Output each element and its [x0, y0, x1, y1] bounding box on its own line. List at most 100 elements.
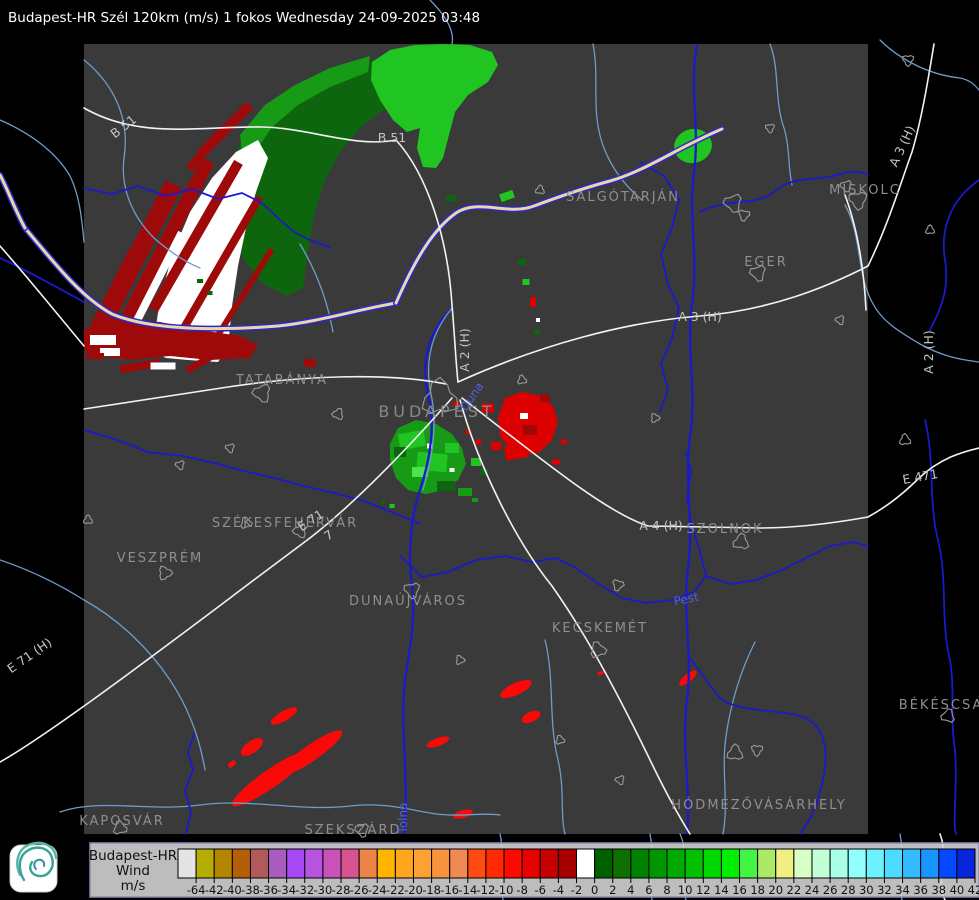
town-outline [834, 314, 845, 325]
road-label: A 4 (H) [639, 518, 683, 533]
legend-tick-label: 18 [750, 883, 765, 897]
legend-cell [340, 848, 360, 879]
legend-tick-label: 38 [931, 883, 946, 897]
city-label: SZÉKESFEHÉRVÁR [212, 515, 358, 531]
road-label: B 51 [378, 130, 406, 145]
town-outline [764, 123, 776, 134]
echo-cell [197, 279, 203, 283]
echo-cell [480, 469, 488, 475]
echo-cell [521, 710, 541, 724]
city-label: DUNAÚJVÁROS [349, 593, 467, 609]
road-b51 [83, 107, 397, 143]
echo-cell [119, 358, 161, 374]
legend-tick-label: 14 [714, 883, 729, 897]
echo-cell [503, 443, 529, 461]
echo-cell [270, 707, 298, 725]
legend-caption-param: Wind [116, 863, 150, 879]
river [844, 204, 979, 363]
legend-tick-label: -22 [386, 883, 405, 897]
legend-tick-label: 42 [968, 883, 979, 897]
echo-cell [552, 459, 560, 465]
legend-cell [630, 848, 650, 879]
county-border [83, 429, 421, 525]
legend-cell [684, 848, 704, 879]
echo-cell [540, 394, 550, 402]
legend-cell [249, 848, 270, 879]
town-outline [590, 641, 608, 659]
hungaromet-logo [9, 841, 58, 893]
river-ipoly [394, 127, 724, 305]
legend-tick-label: 36 [913, 883, 928, 897]
town-outline [250, 383, 271, 403]
legend-tick-label: -2 [571, 883, 582, 897]
echo-cell [86, 353, 104, 359]
legend-tick-label: 8 [663, 883, 670, 897]
legend-cell [666, 848, 686, 879]
echo-cell [449, 468, 455, 472]
city-label: KECSKEMÉT [552, 620, 648, 636]
legend-cell [268, 848, 288, 879]
echo-cell [100, 348, 120, 356]
echo-cell [150, 362, 176, 370]
echo-cell [437, 481, 455, 491]
echo-cell [207, 291, 213, 295]
town-outline [112, 819, 128, 835]
road-label: A 2 (H) [457, 328, 472, 372]
road-a4 [461, 397, 979, 529]
county-border [924, 419, 957, 835]
river-danube [23, 226, 398, 331]
echo-cell [597, 670, 605, 676]
echo-cell [240, 738, 264, 756]
legend-cell [702, 848, 722, 879]
city-label: MISKOLC [829, 183, 901, 198]
legend-cell [358, 848, 378, 879]
echo-cell [84, 248, 141, 352]
legend-tick-label: 24 [805, 883, 820, 897]
town-outline [612, 579, 625, 592]
town-outline [330, 407, 344, 421]
legend-cell [757, 848, 777, 879]
legend-cell [503, 848, 523, 879]
river [0, 119, 85, 243]
echo-cell [446, 195, 456, 201]
city-label: HÓDMEZŐVÁSÁRHELY [671, 797, 846, 813]
legend-tick-label: 10 [678, 883, 693, 897]
legend-cell [539, 848, 559, 879]
town-outline [940, 708, 955, 723]
echo-cell [412, 467, 428, 477]
city-label: BÉKÉSCSABA [899, 697, 979, 713]
echo-cell [475, 439, 481, 445]
legend-cell [811, 848, 831, 879]
legend-cell [956, 848, 976, 879]
legend-tick-label: -24 [368, 883, 387, 897]
town-outline [403, 582, 421, 600]
river [0, 559, 85, 601]
legend-tick-label: -42 [205, 883, 224, 897]
echo-cell [185, 128, 225, 172]
echo-cell [522, 279, 530, 285]
legend-cell [594, 848, 614, 879]
county-border [929, 179, 979, 331]
legend-cell [467, 848, 487, 879]
town-outline [455, 654, 466, 666]
echo-cell [90, 335, 116, 345]
road-label: A 2 (H) [921, 330, 936, 374]
legend-tick-label: 26 [823, 883, 838, 897]
legend-tick-label: 30 [859, 883, 874, 897]
legend-tick-label: -36 [259, 883, 278, 897]
legend-tick-label: -8 [516, 883, 527, 897]
radar-echo-layer [84, 44, 712, 819]
river [769, 43, 793, 186]
echo-cell [453, 401, 459, 407]
legend-tick-label: -10 [495, 883, 514, 897]
echo-cell [482, 403, 494, 413]
echo-cell [561, 439, 567, 445]
river [59, 802, 501, 816]
legend-cell [485, 848, 505, 879]
legend-tick-label: -64 [187, 883, 206, 897]
town-outline [614, 774, 625, 786]
county-border [699, 170, 869, 213]
echo-cell [453, 809, 473, 819]
legend-tick-label: -20 [404, 883, 423, 897]
